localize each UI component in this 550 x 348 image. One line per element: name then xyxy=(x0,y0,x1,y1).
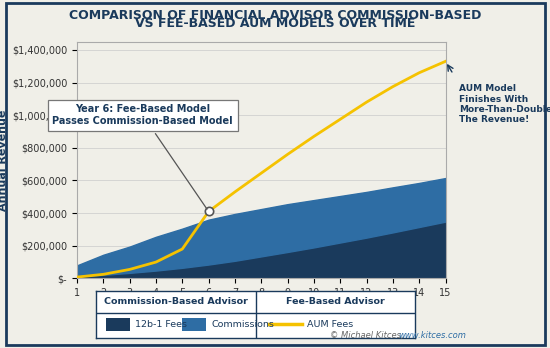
Text: 12b-1 Fees: 12b-1 Fees xyxy=(135,320,186,329)
Text: AUM Fees: AUM Fees xyxy=(307,320,353,329)
Text: www.kitces.com: www.kitces.com xyxy=(399,331,466,340)
Text: © Michael Kitces,: © Michael Kitces, xyxy=(330,331,404,340)
Text: Year 6: Fee-Based Model
Passes Commission-Based Model: Year 6: Fee-Based Model Passes Commissio… xyxy=(52,104,233,209)
Text: Commission-Based Advisor: Commission-Based Advisor xyxy=(104,297,248,306)
Y-axis label: Annual Revenue: Annual Revenue xyxy=(0,109,8,211)
Bar xyxy=(183,318,206,331)
X-axis label: Years in Business: Years in Business xyxy=(207,302,316,312)
Text: VS FEE-BASED AUM MODELS OVER TIME: VS FEE-BASED AUM MODELS OVER TIME xyxy=(135,17,415,30)
Bar xyxy=(106,318,130,331)
Text: AUM Model
Finishes With
More-Than-Double
The Revenue!: AUM Model Finishes With More-Than-Double… xyxy=(459,84,550,125)
Text: Commissions: Commissions xyxy=(211,320,274,329)
Text: Fee-Based Advisor: Fee-Based Advisor xyxy=(286,297,385,306)
Text: COMPARISON OF FINANCIAL ADVISOR COMMISSION-BASED: COMPARISON OF FINANCIAL ADVISOR COMMISSI… xyxy=(69,9,481,22)
